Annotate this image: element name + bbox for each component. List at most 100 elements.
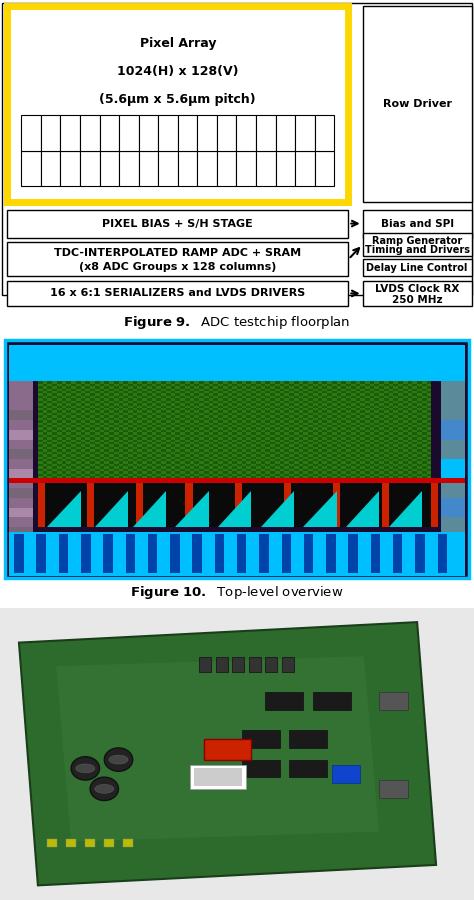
Bar <box>332 765 360 783</box>
Bar <box>66 462 71 464</box>
Bar <box>142 466 147 469</box>
Bar <box>204 415 209 418</box>
Bar <box>408 466 412 469</box>
Ellipse shape <box>104 748 133 771</box>
Bar <box>403 425 408 427</box>
Bar <box>43 469 47 472</box>
Bar <box>218 466 223 469</box>
Bar <box>161 462 166 464</box>
Bar <box>104 383 109 386</box>
Bar <box>408 403 412 406</box>
Bar <box>47 408 52 410</box>
Bar <box>422 386 427 389</box>
Bar <box>341 383 346 386</box>
Bar <box>175 425 180 427</box>
Bar <box>147 406 152 408</box>
Text: Ramp Generator: Ramp Generator <box>372 236 462 246</box>
Bar <box>123 462 128 464</box>
Bar <box>190 408 194 410</box>
Bar <box>133 462 137 464</box>
Bar <box>166 396 171 398</box>
Bar <box>360 437 365 439</box>
Bar <box>313 466 318 469</box>
Bar <box>318 435 322 437</box>
Bar <box>218 428 223 430</box>
Bar <box>190 476 194 479</box>
Bar <box>161 428 166 430</box>
Bar <box>57 408 62 410</box>
Bar <box>403 400 408 403</box>
Bar <box>237 398 242 400</box>
Bar <box>370 393 374 396</box>
Bar <box>256 446 261 449</box>
Bar <box>62 435 66 437</box>
Bar <box>215 535 224 573</box>
Bar <box>289 382 294 383</box>
Bar <box>62 396 66 398</box>
Bar <box>351 389 356 391</box>
Bar <box>265 389 270 391</box>
Bar <box>265 432 270 435</box>
Bar <box>38 442 43 445</box>
Bar <box>299 459 303 462</box>
Bar <box>223 473 228 476</box>
Bar <box>185 420 190 422</box>
Bar <box>251 449 256 452</box>
Bar <box>166 425 171 427</box>
Bar <box>142 452 147 454</box>
Bar <box>52 430 57 432</box>
Bar <box>52 386 57 389</box>
Text: (x8 ADC Groups x 128 columns): (x8 ADC Groups x 128 columns) <box>79 262 276 272</box>
Bar <box>109 464 114 466</box>
Bar <box>265 466 270 469</box>
Bar <box>341 462 346 464</box>
Bar <box>275 442 280 445</box>
Bar <box>374 386 379 389</box>
Bar <box>427 452 431 454</box>
Bar <box>232 454 237 456</box>
Bar <box>118 420 123 422</box>
FancyBboxPatch shape <box>363 210 472 238</box>
Bar <box>422 396 427 398</box>
Bar <box>175 391 180 393</box>
Bar <box>213 391 218 393</box>
Bar <box>156 410 161 413</box>
Bar <box>346 406 351 408</box>
Bar <box>66 389 71 391</box>
Bar <box>147 420 152 422</box>
Bar <box>261 410 265 413</box>
Bar <box>185 449 190 452</box>
Bar <box>142 446 147 449</box>
Bar <box>379 462 384 464</box>
Bar <box>398 403 403 406</box>
Bar <box>204 396 209 398</box>
Bar <box>218 476 223 479</box>
Bar <box>351 403 356 406</box>
Bar <box>294 432 299 435</box>
Bar <box>147 391 152 393</box>
Bar <box>374 449 379 452</box>
Bar <box>374 473 379 476</box>
Bar <box>356 449 360 452</box>
Bar <box>147 469 152 472</box>
Bar <box>261 459 265 462</box>
Bar <box>123 418 128 420</box>
Bar <box>304 535 313 573</box>
Bar <box>384 454 389 456</box>
Bar <box>303 389 308 391</box>
Bar <box>9 527 33 536</box>
Bar <box>246 408 251 410</box>
Bar <box>322 383 327 386</box>
Bar <box>123 398 128 400</box>
Bar <box>95 456 100 459</box>
Bar <box>156 386 161 389</box>
Bar <box>95 393 100 396</box>
Bar <box>100 449 104 452</box>
Bar <box>289 449 294 452</box>
Bar <box>237 466 242 469</box>
Bar <box>365 449 370 452</box>
Bar <box>379 428 384 430</box>
Bar <box>71 400 76 403</box>
Bar <box>209 456 213 459</box>
Bar <box>128 435 133 437</box>
